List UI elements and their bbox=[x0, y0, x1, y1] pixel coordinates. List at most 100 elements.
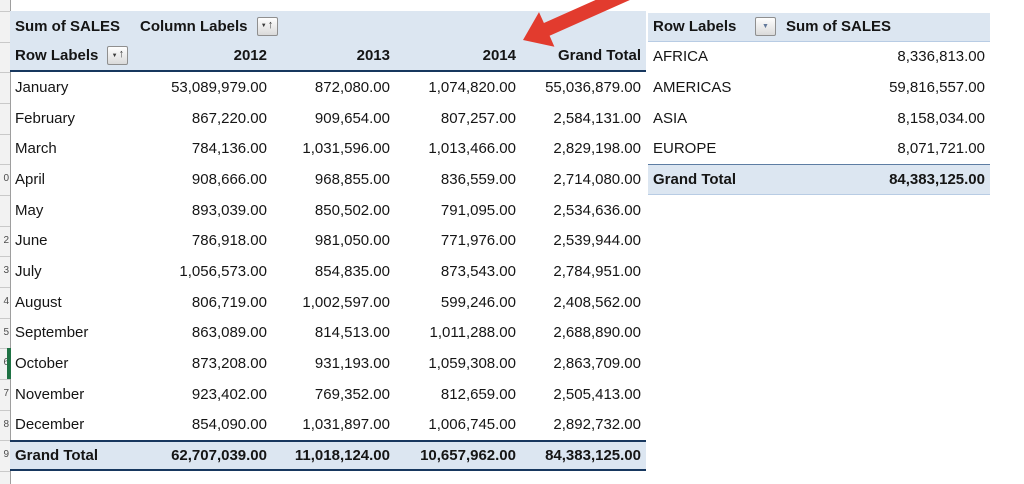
region-values-header[interactable]: Sum of SALES bbox=[786, 18, 892, 36]
region-grand-total-label[interactable]: Grand Total bbox=[653, 170, 737, 188]
values-field-label[interactable]: Sum of SALES bbox=[15, 17, 121, 35]
cell-2014[interactable]: 836,559.00 bbox=[440, 171, 516, 189]
cell-grand-total[interactable]: 2,829,198.00 bbox=[553, 140, 641, 158]
column-labels-filter-button[interactable]: ▼ ↑ bbox=[256, 16, 278, 36]
row-label[interactable]: September bbox=[15, 324, 89, 342]
cell-2014[interactable]: 599,246.00 bbox=[440, 293, 516, 311]
cell-grand-total[interactable]: 2,408,562.00 bbox=[553, 293, 641, 311]
region-grand-total-value[interactable]: 84,383,125.00 bbox=[889, 170, 985, 188]
region-grand-total-row: Grand Total 84,383,125.00 bbox=[648, 164, 990, 195]
cell-grand-total[interactable]: 2,584,131.00 bbox=[553, 109, 641, 127]
cell-2013[interactable]: 1,031,596.00 bbox=[302, 140, 390, 158]
region-row-labels-header[interactable]: Row Labels bbox=[653, 18, 737, 36]
row-label[interactable]: October bbox=[15, 355, 69, 373]
cell-2014[interactable]: 807,257.00 bbox=[440, 109, 516, 127]
cell-2013[interactable]: 850,502.00 bbox=[314, 201, 390, 219]
region-value[interactable]: 8,158,034.00 bbox=[897, 109, 985, 127]
cell-2012[interactable]: 854,090.00 bbox=[191, 416, 267, 434]
cell-2014[interactable]: 873,543.00 bbox=[440, 263, 516, 281]
cell-grand-total[interactable]: 2,505,413.00 bbox=[553, 385, 641, 403]
row-number-fragment: 8 bbox=[3, 418, 9, 430]
grand-total-label[interactable]: Grand Total bbox=[15, 447, 99, 465]
row-label[interactable]: February bbox=[15, 109, 76, 127]
cell-grand-total[interactable]: 2,534,636.00 bbox=[553, 201, 641, 219]
cell-2014[interactable]: 1,059,308.00 bbox=[428, 355, 516, 373]
cell-2013[interactable]: 909,654.00 bbox=[314, 109, 390, 127]
column-labels-header[interactable]: Column Labels bbox=[140, 17, 248, 35]
row-label[interactable]: June bbox=[15, 232, 48, 250]
cell-2012[interactable]: 867,220.00 bbox=[191, 109, 267, 127]
region-row-labels-filter-button[interactable]: ▼ bbox=[755, 17, 776, 37]
region-label[interactable]: EUROPE bbox=[653, 140, 717, 158]
row-label[interactable]: April bbox=[15, 171, 46, 189]
region-row-africa: AFRICA 8,336,813.00 bbox=[648, 42, 990, 73]
row-label[interactable]: November bbox=[15, 385, 85, 403]
cell-2012[interactable]: 873,208.00 bbox=[191, 355, 267, 373]
cell-2013[interactable]: 872,080.00 bbox=[314, 79, 390, 97]
gridline bbox=[0, 470, 10, 472]
row-label[interactable]: December bbox=[15, 416, 85, 434]
region-value[interactable]: 59,816,557.00 bbox=[889, 78, 985, 96]
row-label[interactable]: July bbox=[15, 263, 42, 281]
gridline bbox=[0, 133, 10, 135]
grand-total-total[interactable]: 84,383,125.00 bbox=[545, 447, 641, 465]
cell-2014[interactable]: 812,659.00 bbox=[440, 385, 516, 403]
region-label[interactable]: AFRICA bbox=[653, 48, 709, 66]
cell-2012[interactable]: 1,056,573.00 bbox=[179, 263, 267, 281]
cell-2014[interactable]: 1,011,288.00 bbox=[429, 324, 516, 342]
row-label[interactable]: May bbox=[15, 201, 44, 219]
cell-2012[interactable]: 806,719.00 bbox=[191, 293, 267, 311]
cell-2012[interactable]: 923,402.00 bbox=[191, 385, 267, 403]
cell-2012[interactable]: 893,039.00 bbox=[191, 201, 267, 219]
region-pivot-body: AFRICA 8,336,813.00 AMERICAS 59,816,557.00 A… bbox=[648, 42, 990, 165]
cell-2013[interactable]: 1,002,597.00 bbox=[302, 293, 390, 311]
cell-2012[interactable]: 908,666.00 bbox=[191, 171, 267, 189]
column-header-2013[interactable]: 2013 bbox=[356, 47, 390, 65]
row-number-strip[interactable]: 0 2 3 4 5 6 7 8 9 bbox=[0, 0, 11, 484]
cell-2012[interactable]: 784,136.00 bbox=[191, 140, 267, 158]
region-value[interactable]: 8,071,721.00 bbox=[897, 140, 985, 158]
cell-grand-total[interactable]: 2,539,944.00 bbox=[553, 232, 641, 250]
cell-2014[interactable]: 791,095.00 bbox=[440, 201, 516, 219]
cell-2013[interactable]: 1,031,897.00 bbox=[302, 416, 390, 434]
cell-2012[interactable]: 53,089,979.00 bbox=[171, 79, 267, 97]
cell-2012[interactable]: 863,089.00 bbox=[191, 324, 267, 342]
grand-total-2013[interactable]: 11,018,124.00 bbox=[294, 447, 390, 465]
cell-2013[interactable]: 981,050.00 bbox=[314, 232, 390, 250]
cell-2013[interactable]: 931,193.00 bbox=[314, 355, 390, 373]
region-value[interactable]: 8,336,813.00 bbox=[897, 48, 985, 66]
column-header-grand-total[interactable]: Grand Total bbox=[557, 47, 641, 65]
cell-2014[interactable]: 1,074,820.00 bbox=[428, 79, 516, 97]
cell-2013[interactable]: 854,835.00 bbox=[314, 263, 390, 281]
region-pivot-header-row: Row Labels ▼ Sum of SALES bbox=[648, 13, 990, 42]
cell-2013[interactable]: 968,855.00 bbox=[314, 171, 390, 189]
row-labels-header[interactable]: Row Labels bbox=[15, 47, 99, 65]
column-header-2014[interactable]: 2014 bbox=[482, 47, 516, 65]
row-label[interactable]: January bbox=[15, 79, 69, 97]
pivot-header-row-1: Sum of SALES Column Labels ▼ ↑ bbox=[10, 11, 646, 42]
cell-grand-total[interactable]: 2,892,732.00 bbox=[553, 416, 641, 434]
region-label[interactable]: ASIA bbox=[653, 109, 688, 127]
grand-total-2012[interactable]: 62,707,039.00 bbox=[171, 447, 267, 465]
gridline bbox=[0, 286, 10, 288]
dropdown-icon: ▼ bbox=[260, 23, 267, 30]
column-header-2012[interactable]: 2012 bbox=[233, 47, 267, 65]
row-label[interactable]: March bbox=[15, 140, 57, 158]
pivot-table-sales-by-region: Row Labels ▼ Sum of SALES AFRICA 8,336,81… bbox=[648, 13, 990, 195]
region-label[interactable]: AMERICAS bbox=[653, 78, 732, 96]
cell-2014[interactable]: 1,006,745.00 bbox=[428, 416, 516, 434]
cell-grand-total[interactable]: 2,714,080.00 bbox=[553, 171, 641, 189]
cell-2014[interactable]: 1,013,466.00 bbox=[428, 140, 516, 158]
cell-2013[interactable]: 769,352.00 bbox=[314, 385, 390, 403]
pivot-body: January 53,089,979.00 872,080.00 1,074,820.… bbox=[10, 72, 646, 440]
cell-grand-total[interactable]: 2,863,709.00 bbox=[553, 355, 641, 373]
cell-grand-total[interactable]: 2,784,951.00 bbox=[553, 263, 641, 281]
cell-grand-total[interactable]: 55,036,879.00 bbox=[545, 79, 641, 97]
row-label[interactable]: August bbox=[15, 293, 62, 311]
row-labels-filter-button[interactable]: ▼ ↑ bbox=[107, 46, 129, 66]
cell-2014[interactable]: 771,976.00 bbox=[440, 232, 516, 250]
cell-2012[interactable]: 786,918.00 bbox=[191, 232, 267, 250]
grand-total-2014[interactable]: 10,657,962.00 bbox=[420, 447, 516, 465]
cell-grand-total[interactable]: 2,688,890.00 bbox=[553, 324, 641, 342]
cell-2013[interactable]: 814,513.00 bbox=[314, 324, 390, 342]
